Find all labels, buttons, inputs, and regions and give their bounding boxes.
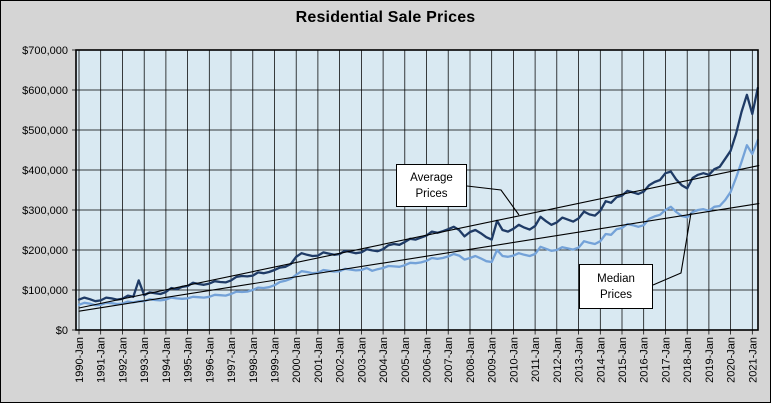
- y-axis-label: $300,000: [22, 205, 68, 217]
- callout-leader-0: [466, 185, 520, 216]
- x-axis-label: 2000-Jan: [291, 337, 303, 383]
- x-axis-label: 2021-Jan: [747, 337, 759, 383]
- x-axis-labels: 1990-Jan 1991-Jan 1992-Jan 1993-Jan 1994-Jan…: [74, 337, 759, 383]
- x-axis-label: 2004-Jan: [378, 337, 390, 383]
- x-axis-label: 2014-Jan: [595, 337, 607, 383]
- x-axis-label: 2010-Jan: [508, 337, 520, 383]
- y-axis-label: $200,000: [22, 245, 68, 257]
- x-axis-label: 2011-Jan: [530, 337, 542, 382]
- y-axis-label: $500,000: [22, 125, 68, 137]
- x-axis-label: 2018-Jan: [682, 337, 694, 383]
- plot-frame: [75, 49, 759, 331]
- x-axis-label: 1996-Jan: [204, 337, 216, 383]
- x-axis-label: 1993-Jan: [139, 337, 151, 383]
- x-axis-label: 2015-Jan: [617, 337, 629, 383]
- x-axis-label: 2005-Jan: [400, 337, 412, 383]
- series-median-prices: [77, 138, 759, 307]
- x-axis-label: 2020-Jan: [726, 337, 738, 383]
- x-axis-label: 2012-Jan: [552, 337, 564, 383]
- x-axis-label: 1992-Jan: [117, 337, 129, 383]
- x-axis-label: 2008-Jan: [465, 337, 477, 383]
- series-median-prices-trend-line: [78, 203, 760, 312]
- x-axis-label: 2017-Jan: [660, 337, 672, 383]
- callout-leader-1: [652, 212, 692, 286]
- chart-title: Residential Sale Prices: [295, 9, 476, 26]
- x-axis-label: 2016-Jan: [639, 337, 651, 383]
- x-axis-label: 2019-Jan: [704, 337, 716, 383]
- y-axis-label: $400,000: [22, 165, 68, 177]
- x-axis-label: 2009-Jan: [487, 337, 499, 383]
- x-axis-label: 1991-Jan: [96, 337, 108, 383]
- callout-average-line2: Prices: [415, 187, 448, 200]
- x-axis-label: 1998-Jan: [248, 337, 260, 383]
- x-axis-label: 1999-Jan: [270, 337, 282, 383]
- y-axis-label: $700,000: [22, 45, 68, 57]
- y-axis-label: $600,000: [22, 85, 68, 97]
- x-axis-label: 2001-Jan: [313, 337, 325, 383]
- x-axis-label: 2003-Jan: [356, 337, 368, 383]
- callout-median-line2: Prices: [600, 288, 632, 301]
- callout-average-prices: Average Prices: [396, 164, 467, 207]
- x-axis-label: 2006-Jan: [422, 337, 434, 383]
- y-axis-label: $0: [56, 325, 68, 337]
- callout-median-prices: Median Prices: [579, 264, 653, 309]
- series-average-prices-trend-line: [78, 165, 760, 309]
- x-axis-label: 1990-Jan: [74, 337, 86, 383]
- callout-average-line1: Average: [410, 171, 453, 184]
- x-axis-label: 1995-Jan: [183, 337, 195, 383]
- callout-median-line1: Median: [597, 272, 635, 285]
- series-average-prices: [77, 86, 759, 303]
- x-axis-label: 1994-Jan: [161, 337, 173, 383]
- x-axis-label: 2002-Jan: [335, 337, 347, 383]
- x-axis-label: 2013-Jan: [574, 337, 586, 383]
- y-axis-label: $100,000: [22, 285, 68, 297]
- x-axis-label: 2007-Jan: [443, 337, 455, 383]
- x-axis-label: 1997-Jan: [226, 337, 238, 383]
